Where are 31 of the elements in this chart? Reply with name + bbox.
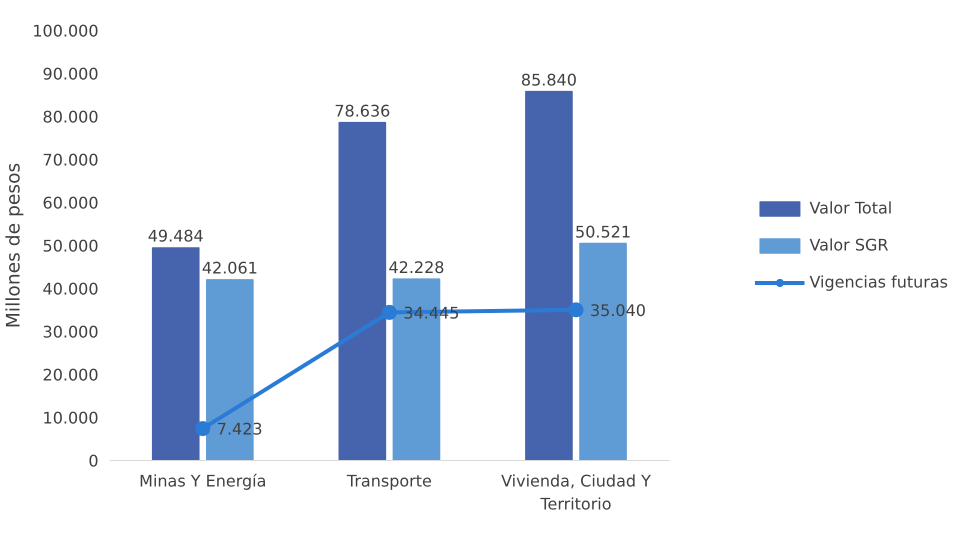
y-axis-title: Millones de pesos (3, 162, 24, 328)
x-tick-label: Vivienda, Ciudad Y Territorio (501, 472, 652, 514)
data-label: 42.061 (202, 258, 258, 278)
y-tick-label: 100.000 (32, 22, 99, 40)
y-tick-label: 80.000 (42, 108, 98, 126)
y-tick-label: 50.000 (42, 236, 98, 256)
y-tick-label: 40.000 (42, 280, 98, 298)
y-tick-label: 0 (88, 452, 99, 470)
point (382, 304, 397, 320)
x-tick-label: Minas Y Energía (139, 472, 266, 490)
legend-label: Valor Total (809, 198, 892, 218)
point (195, 421, 210, 436)
data-label: 50.521 (575, 222, 632, 242)
legend-label: Valor SGR (809, 236, 889, 254)
legend-label: Vigencias futuras (809, 272, 948, 292)
data-label: 34.445 (403, 303, 460, 322)
y-tick-label: 90.000 (42, 64, 98, 84)
point (568, 302, 584, 318)
y-tick-label: 60.000 (42, 194, 98, 212)
bar (152, 247, 200, 460)
bar (338, 122, 386, 460)
y-tick-label: 30.000 (42, 322, 98, 342)
data-label: 85.840 (520, 70, 577, 90)
data-label: 78.636 (334, 101, 390, 120)
data-label: 42.228 (388, 258, 444, 277)
x-tick-label: Transporte (346, 472, 432, 490)
y-tick-label: 10.000 (42, 408, 98, 428)
y-tick-label: 20.000 (42, 366, 98, 384)
bar (525, 90, 573, 460)
y-tick-label: 70.000 (42, 150, 98, 170)
data-label: 49.484 (148, 226, 204, 246)
